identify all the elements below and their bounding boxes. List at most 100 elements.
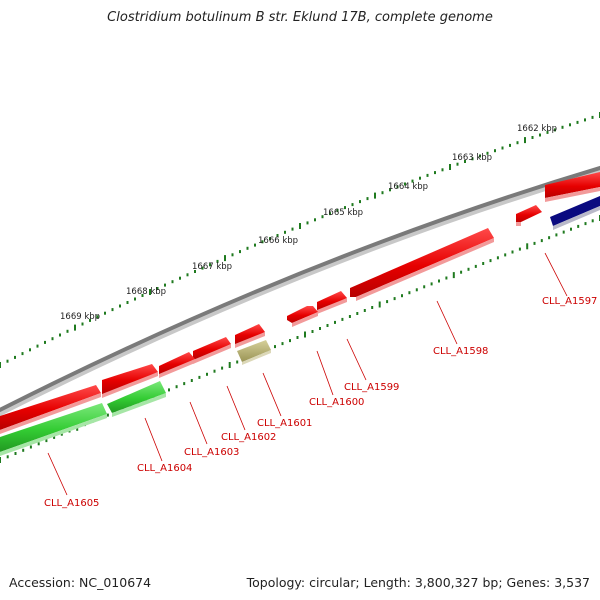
- minor-tick: [306, 221, 309, 225]
- tick-label: 1668 kbp: [126, 287, 166, 297]
- minor-tick: [36, 344, 39, 348]
- gene-arrow-shadow: [545, 187, 600, 202]
- minor-tick: [396, 185, 399, 189]
- map-title: Clostridium botulinum B str. Eklund 17B,…: [107, 10, 493, 25]
- minor-tick: [351, 203, 354, 207]
- gene-arrow[interactable]: [107, 381, 166, 413]
- minor-tick: [269, 237, 271, 241]
- leader-line: [346, 338, 367, 381]
- gene-label[interactable]: CLL_A1602: [221, 432, 276, 443]
- gene-label[interactable]: CLL_A1599: [344, 382, 399, 393]
- gene-arrow[interactable]: [287, 306, 318, 323]
- minor-tick: [531, 136, 534, 139]
- minor-tick: [540, 239, 543, 243]
- minor-tick: [411, 179, 414, 183]
- minor-tick: [546, 130, 549, 134]
- minor-tick: [489, 259, 492, 263]
- minor-tick: [126, 301, 129, 304]
- minor-tick: [486, 151, 489, 155]
- minor-tick: [561, 125, 564, 129]
- gene-arrow-shadow: [292, 312, 318, 327]
- gene-arrow[interactable]: [516, 205, 542, 223]
- minor-tick: [156, 287, 159, 290]
- tick-labels: 1662 kbp 1663 kbp 1664 kbp 1665 kbp 1666…: [60, 124, 557, 322]
- gene-arrow-shadow: [235, 332, 265, 348]
- gene-arrow[interactable]: [550, 196, 600, 226]
- minor-tick: [326, 324, 329, 327]
- gene-leader-lines: [47, 252, 568, 496]
- gene-arrow-shadow: [193, 344, 231, 364]
- minor-tick: [419, 176, 421, 180]
- minor-tick: [496, 256, 499, 260]
- minor-tick: [363, 309, 366, 312]
- minor-tick: [356, 312, 359, 315]
- gene-arrow-shadow: [0, 393, 101, 434]
- minor-tick: [289, 339, 291, 343]
- minor-tick: [6, 455, 9, 459]
- major-tick: [374, 192, 376, 199]
- gene-label[interactable]: CLL_A1603: [184, 447, 239, 458]
- minor-tick: [111, 308, 114, 312]
- major-tick: [74, 324, 76, 331]
- minor-tick: [221, 366, 224, 370]
- minor-tick: [577, 224, 580, 228]
- minor-tick: [213, 369, 216, 373]
- minor-tick: [254, 243, 256, 247]
- minor-tick: [246, 246, 249, 250]
- minor-tick: [168, 388, 170, 392]
- leader-line: [262, 372, 282, 417]
- minor-tick: [311, 330, 314, 333]
- minor-tick: [321, 215, 324, 219]
- gene-label[interactable]: CLL_A1601: [257, 418, 312, 429]
- minor-tick: [445, 276, 448, 280]
- gene-arrow[interactable]: [317, 291, 347, 310]
- gene-arrow-shadow: [553, 206, 600, 230]
- gene-arrow-shadow: [516, 222, 521, 226]
- accession-text: Accession: NC_010674: [9, 575, 152, 590]
- major-tick: [304, 331, 306, 338]
- gene-arrow[interactable]: [237, 340, 271, 362]
- gene-arrow[interactable]: [350, 228, 494, 297]
- minor-tick: [29, 348, 31, 352]
- major-tick: [449, 164, 451, 170]
- gene-arrow-shadow: [159, 359, 195, 378]
- tick-label: 1662 kbp: [517, 124, 557, 134]
- gene-label[interactable]: CLL_A1600: [309, 397, 364, 408]
- minor-tick: [284, 230, 286, 234]
- gene-arrow-shadow: [112, 393, 166, 417]
- minor-tick: [141, 294, 144, 297]
- minor-tick: [371, 306, 374, 309]
- minor-tick: [393, 297, 396, 301]
- minor-tick: [366, 197, 369, 201]
- minor-tick: [239, 250, 241, 254]
- gene-arrow[interactable]: [0, 403, 107, 452]
- minor-tick: [464, 160, 466, 163]
- gene-arrow[interactable]: [235, 324, 265, 344]
- minor-tick: [29, 445, 32, 449]
- gene-arrow[interactable]: [0, 385, 101, 430]
- minor-tick: [516, 141, 519, 145]
- leader-line: [144, 417, 163, 462]
- minor-tick: [186, 273, 189, 277]
- gene-label[interactable]: CLL_A1604: [137, 463, 192, 474]
- gene-arrow-shadow: [0, 414, 107, 456]
- minor-tick: [509, 143, 511, 147]
- gene-arrow[interactable]: [193, 337, 231, 360]
- minor-tick: [14, 355, 16, 359]
- minor-tick: [539, 133, 541, 137]
- gene-label[interactable]: CLL_A1597: [542, 296, 597, 307]
- minor-tick: [51, 337, 54, 341]
- reverse-strand-genes: [0, 381, 166, 456]
- gene-label[interactable]: CLL_A1598: [433, 346, 488, 357]
- major-tick: [524, 137, 526, 144]
- minor-tick: [206, 372, 208, 376]
- gene-arrow[interactable]: [545, 172, 600, 198]
- major-tick: [0, 457, 1, 463]
- minor-tick: [53, 435, 56, 439]
- gene-label[interactable]: CLL_A1605: [44, 498, 99, 509]
- minor-tick: [45, 439, 48, 443]
- gene-arrow[interactable]: [159, 352, 195, 374]
- gene-arrow[interactable]: [102, 364, 158, 394]
- minor-tick: [467, 267, 470, 271]
- minor-tick: [389, 188, 391, 192]
